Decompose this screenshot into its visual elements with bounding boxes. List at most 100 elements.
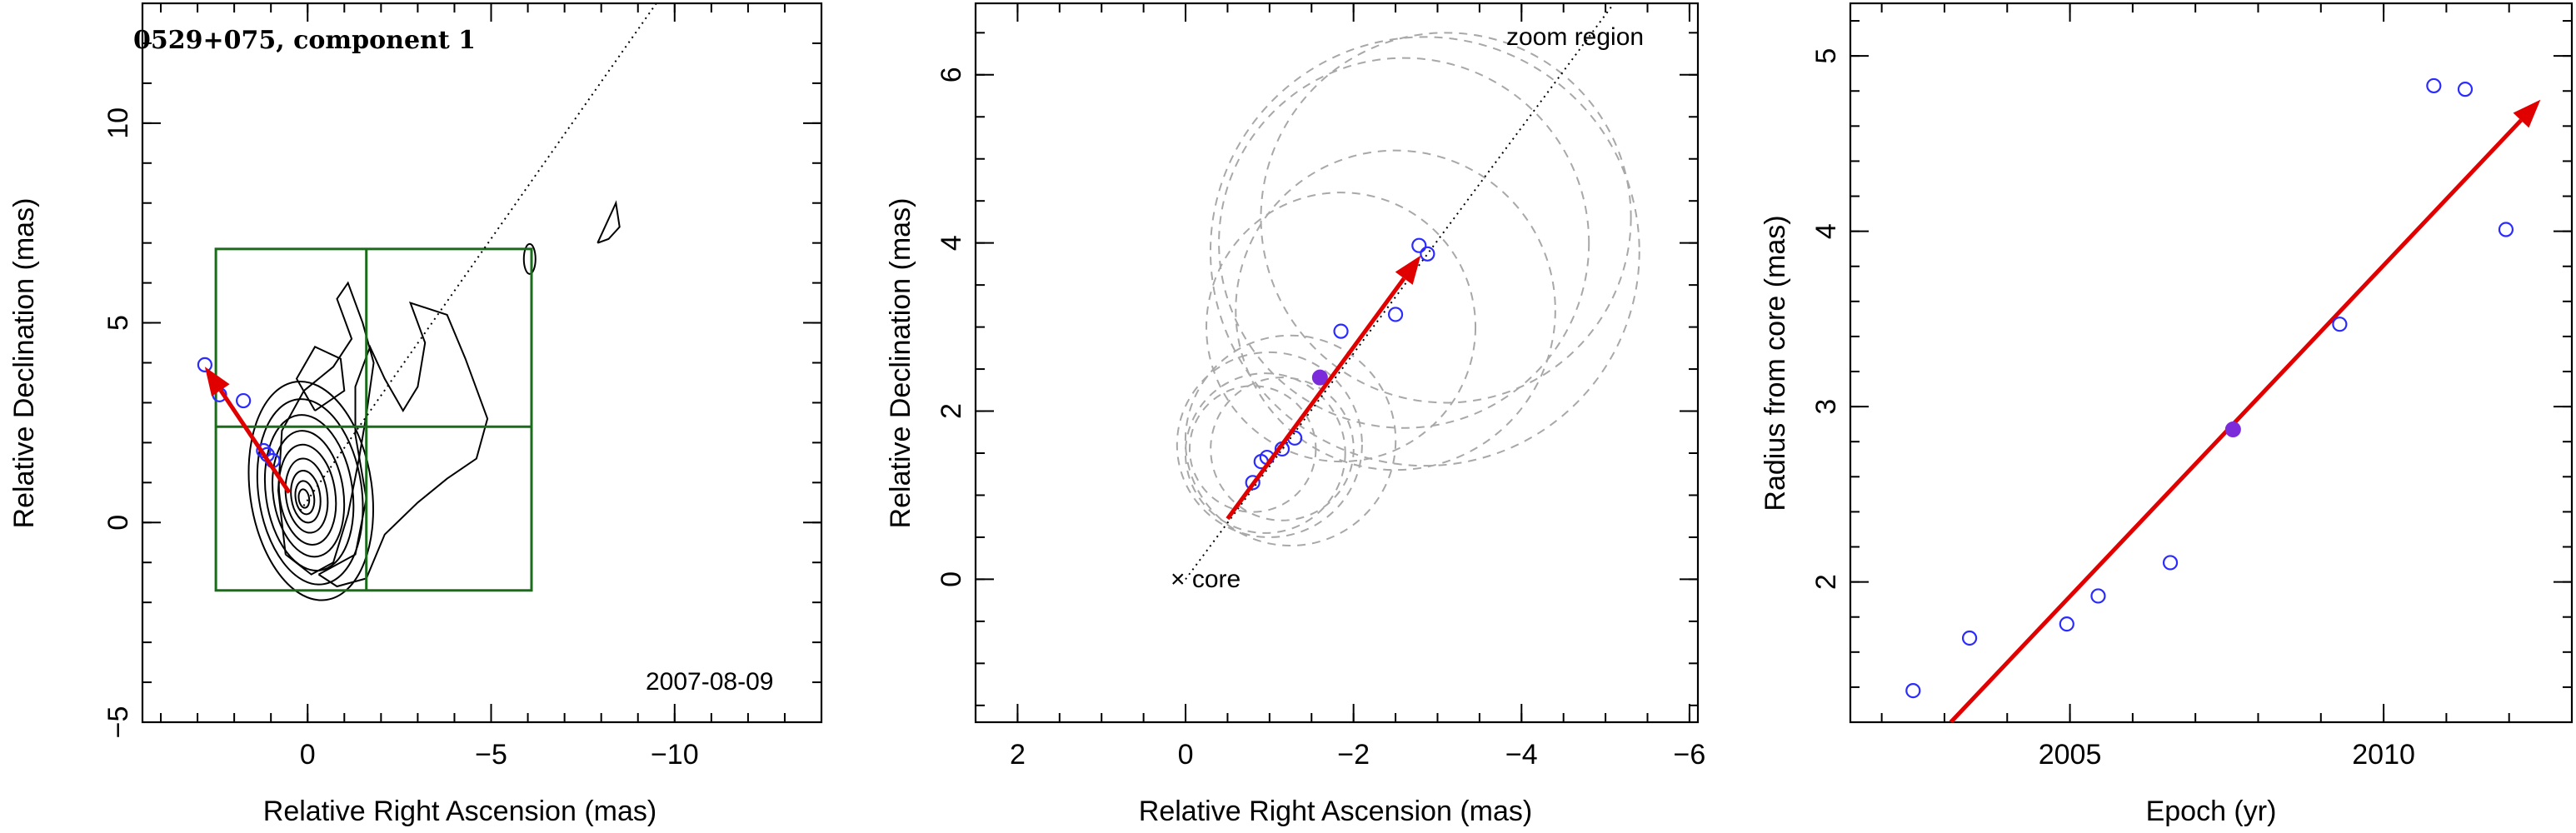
component-size-circles <box>1176 32 1640 547</box>
left-arrow-shaft <box>218 389 292 494</box>
right-xtick-label: 2005 <box>2039 739 2102 771</box>
right-xtick-label: 2010 <box>2352 739 2415 771</box>
radius-points <box>1905 77 2514 699</box>
filled-data-point <box>2224 421 2241 437</box>
component-positions <box>1245 237 1435 491</box>
open-data-point <box>2426 77 2442 94</box>
left-ytick-label: −5 <box>102 706 134 739</box>
middle-ytick-label: 2 <box>936 403 967 419</box>
open-data-point <box>1333 323 1349 339</box>
middle-arrow-head <box>1395 255 1421 285</box>
contour-level <box>317 301 489 588</box>
open-data-point <box>2162 555 2179 571</box>
motion-vector-arrow <box>1226 255 1421 521</box>
right-arrow-shaft <box>1949 118 2523 722</box>
open-data-point <box>2457 82 2474 97</box>
component-size-circle <box>1260 32 1632 404</box>
left-xtick-label: 0 <box>300 739 316 771</box>
open-data-point <box>1420 246 1435 262</box>
component-size-circle <box>1218 57 1590 429</box>
filled-data-point <box>1311 369 1328 386</box>
open-data-point <box>1905 683 1921 699</box>
middle-xtick-label: 0 <box>1178 739 1194 771</box>
middle-axes-frame <box>974 2 1700 724</box>
contour-level <box>295 346 346 412</box>
middle-xtick-label: 2 <box>1010 739 1026 771</box>
component-size-circle <box>1188 385 1317 513</box>
open-data-point <box>236 392 252 409</box>
middle-xtick-label: −4 <box>1505 739 1538 771</box>
contour-level <box>247 380 374 601</box>
contour-level <box>256 398 364 586</box>
linear-fit-arrow <box>1949 99 2541 722</box>
component-size-circle <box>1184 334 1397 547</box>
right-axes-frame <box>1849 2 2574 724</box>
open-data-point <box>197 357 212 372</box>
open-data-point <box>1245 475 1261 491</box>
open-data-point <box>1961 630 1978 646</box>
core-label: × core <box>1171 566 1241 593</box>
component-size-circle <box>1184 372 1346 534</box>
jet-axis-dotted-line <box>299 3 657 511</box>
contour-level <box>290 470 322 524</box>
jet-axis-dotted-line <box>1185 2 1615 581</box>
epoch-date-label: 2007-08-09 <box>646 668 773 696</box>
right-ticks: 2005 2010 2 3 4 5 <box>1810 3 2573 771</box>
middle-ytick-label: 6 <box>936 67 967 82</box>
contour-level <box>277 281 375 576</box>
middle-x-axis-label: Relative Right Ascension (mas) <box>1139 796 1532 827</box>
contour-level <box>597 200 621 244</box>
zoom-region-label: zoom region <box>1506 23 1644 51</box>
component-size-circle <box>1235 149 1556 471</box>
zoom-box-outline <box>214 247 533 592</box>
panel-right: 2005 2010 2 3 4 5 Epoch (yr) Radius from core… <box>1760 2 2574 827</box>
right-ytick-label: 5 <box>1810 48 1842 64</box>
middle-ytick-label: 4 <box>936 235 967 251</box>
left-y-axis-label: Relative Declination (mas) <box>8 198 40 529</box>
panel-title: 0529+075, component 1 <box>133 26 476 55</box>
middle-xtick-label: −2 <box>1337 739 1370 771</box>
open-data-point <box>2059 616 2074 632</box>
right-ytick-label: 3 <box>1810 399 1842 415</box>
left-xtick-label: −5 <box>475 739 507 771</box>
middle-xtick-label: −6 <box>1674 739 1706 771</box>
open-data-point <box>2090 588 2106 604</box>
middle-y-axis-label: Relative Declination (mas) <box>885 198 916 529</box>
open-data-point <box>2332 317 2348 332</box>
contour-level <box>294 480 316 516</box>
right-ytick-label: 2 <box>1810 574 1842 590</box>
left-ytick-label: 5 <box>102 315 134 331</box>
left-axes-frame <box>141 2 823 724</box>
left-ticks: 0 −5 −10 −5 0 5 10 <box>102 2 822 771</box>
panel-middle: 2 0 −2 −4 −6 0 2 4 6 zoom region × core Relative… <box>885 2 1705 827</box>
jet-direction-line <box>299 3 657 511</box>
component-size-circle <box>1210 377 1355 521</box>
middle-ticks: 2 0 −2 −4 −6 0 2 4 6 <box>936 3 1705 771</box>
contour-level <box>297 488 311 509</box>
right-y-axis-label: Radius from core (mas) <box>1760 215 1791 511</box>
motion-vector-arrow <box>204 367 292 494</box>
middle-arrow-shaft <box>1226 277 1406 521</box>
left-ytick-label: 0 <box>102 515 134 531</box>
left-arrow-head <box>204 367 230 397</box>
left-ytick-label: 10 <box>102 107 134 139</box>
contour-level <box>263 414 355 572</box>
contour-level <box>522 242 537 275</box>
zoom-region-box <box>214 247 533 592</box>
jet-direction-line <box>1185 2 1615 581</box>
left-plot-area <box>197 3 657 601</box>
left-xtick-label: −10 <box>651 739 699 771</box>
right-ytick-label: 4 <box>1810 223 1842 239</box>
middle-ytick-label: 0 <box>936 571 967 587</box>
right-arrow-head <box>2513 99 2541 128</box>
right-x-axis-label: Epoch (yr) <box>2146 796 2277 827</box>
open-data-point <box>2498 222 2514 237</box>
contour-level <box>284 457 329 534</box>
contour-level <box>272 430 346 558</box>
component-size-circle <box>1206 192 1477 463</box>
component-size-circle <box>1176 351 1363 538</box>
open-data-point <box>1411 237 1427 253</box>
left-x-axis-label: Relative Right Ascension (mas) <box>263 796 656 827</box>
contour-map <box>247 200 621 601</box>
